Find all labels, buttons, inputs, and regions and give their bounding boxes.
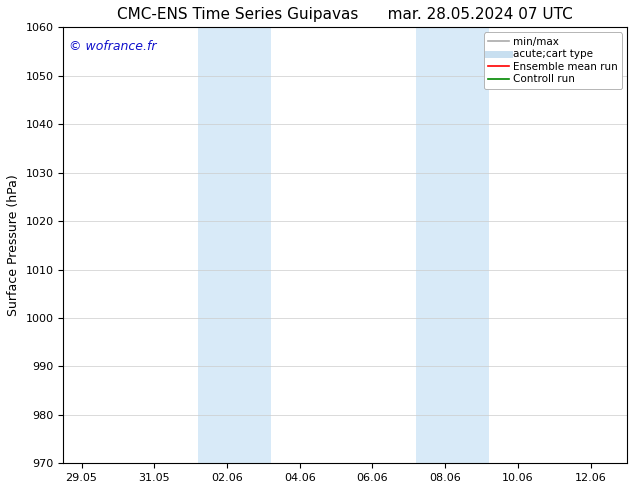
- Text: © wofrance.fr: © wofrance.fr: [69, 40, 157, 53]
- Y-axis label: Surface Pressure (hPa): Surface Pressure (hPa): [7, 174, 20, 316]
- Bar: [416, 27, 489, 464]
- Title: CMC-ENS Time Series Guipavas      mar. 28.05.2024 07 UTC: CMC-ENS Time Series Guipavas mar. 28.05.…: [117, 7, 573, 22]
- Bar: [198, 27, 271, 464]
- Legend: min/max, acute;cart type, Ensemble mean run, Controll run: min/max, acute;cart type, Ensemble mean …: [484, 32, 622, 89]
